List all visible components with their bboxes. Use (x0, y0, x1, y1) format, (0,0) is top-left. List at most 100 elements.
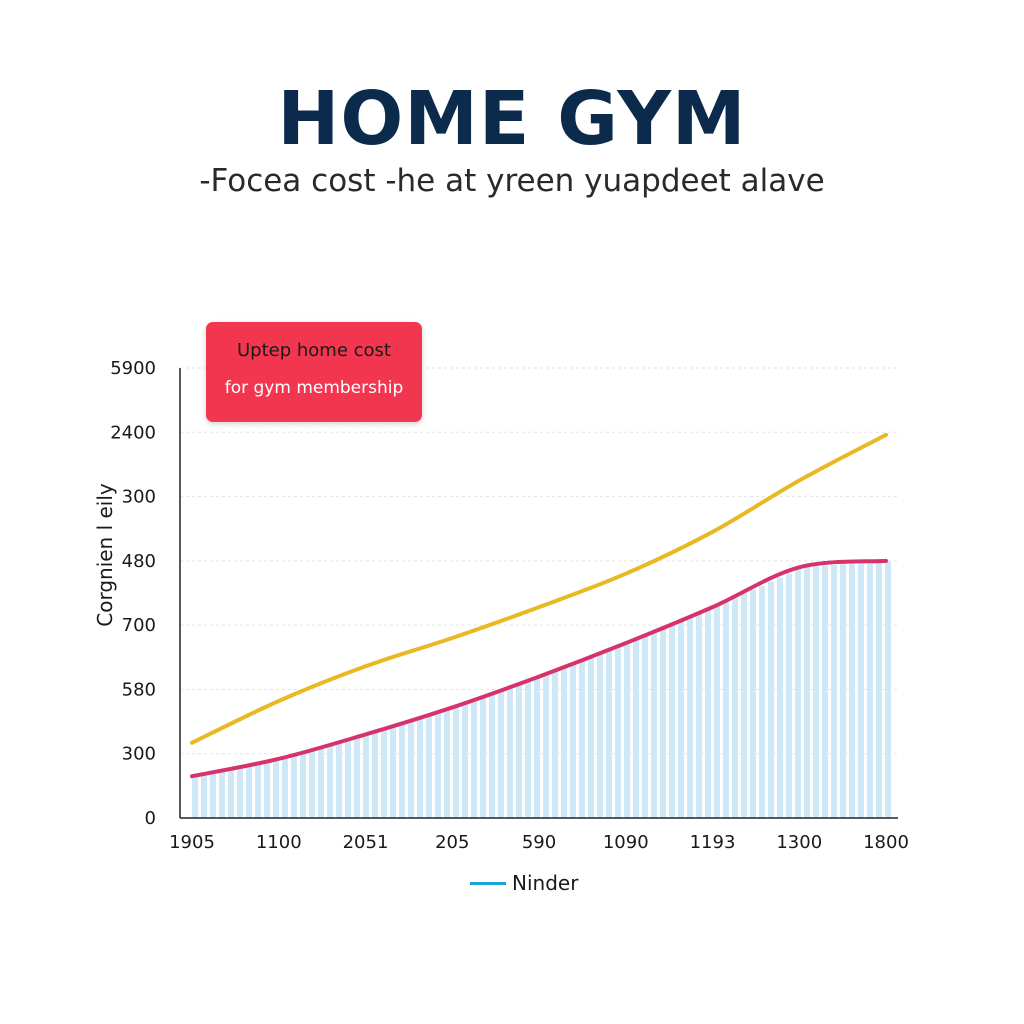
area-fill-stripe (588, 657, 594, 818)
area-fill-stripe (813, 566, 819, 818)
y-tick-label: 300 (122, 487, 156, 508)
area-fill-stripe (426, 715, 432, 818)
area-fill-stripe (741, 594, 747, 818)
area-fill-stripe (489, 694, 495, 818)
y-tick-label: 700 (122, 615, 156, 636)
area-fill-stripe (750, 589, 756, 818)
area-fill-stripe (732, 598, 738, 818)
area-fill-stripe (453, 707, 459, 818)
area-fill-stripe (417, 718, 423, 818)
area-fill-stripe (714, 606, 720, 818)
chart-title: HOME GYM (277, 76, 747, 162)
y-tick-label: 0 (145, 808, 156, 829)
area-fill-stripe (858, 562, 864, 818)
x-tick-label: 1800 (863, 832, 909, 853)
x-tick-label: 590 (522, 832, 556, 853)
area-fill-stripe (219, 770, 225, 818)
area-fill-stripe (408, 721, 414, 818)
axis-layer (179, 368, 898, 819)
area-fill-stripe (291, 755, 297, 818)
area-fill-layer (192, 560, 891, 818)
area-fill-stripe (498, 691, 504, 818)
y-tick-label: 300 (122, 744, 156, 765)
x-tick-label: 1100 (256, 832, 302, 853)
area-fill-stripe (237, 767, 243, 818)
area-fill-stripe (849, 563, 855, 818)
area-fill-stripe (381, 729, 387, 818)
lower-series-line (190, 558, 888, 779)
area-fill-stripe (480, 697, 486, 818)
callout-line-1: Uptep home cost (237, 340, 391, 361)
area-fill-stripe (462, 703, 468, 818)
y-tick-label: 480 (122, 551, 156, 572)
area-fill-stripe (471, 700, 477, 818)
x-tick-label: 1193 (690, 832, 736, 853)
legend: Ninder (470, 870, 578, 896)
area-fill-stripe (435, 712, 441, 818)
y-tick-label: 2400 (110, 422, 156, 443)
area-fill-stripe (822, 565, 828, 818)
area-fill-stripe (795, 569, 801, 818)
area-fill-stripe (264, 761, 270, 818)
area-fill-stripe (804, 566, 810, 818)
x-tick-labels: 1905 1100 2051 205 590 1090 1193 1300 1800 (169, 832, 909, 853)
area-fill-stripe (696, 613, 702, 818)
area-fill-stripe (246, 765, 252, 818)
area-fill-stripe (570, 664, 576, 818)
upper-series-line (190, 432, 888, 745)
legend-swatch (470, 881, 506, 885)
area-fill-stripe (336, 742, 342, 818)
area-fill-stripe (723, 602, 729, 818)
area-fill-stripe (579, 661, 585, 818)
area-fill-stripe (228, 769, 234, 818)
area-fill-stripe (516, 684, 522, 818)
x-tick-label: 1905 (169, 832, 215, 853)
area-fill-stripe (210, 772, 216, 818)
area-fill-stripe (786, 573, 792, 818)
area-fill-stripe (309, 750, 315, 818)
area-fill-stripe (327, 745, 333, 818)
area-fill-stripe (345, 740, 351, 818)
area-fill-stripe (192, 776, 198, 818)
area-fill-stripe (831, 564, 837, 818)
area-fill-stripe (273, 760, 279, 818)
area-fill-stripe (624, 643, 630, 818)
area-fill-stripe (642, 636, 648, 818)
area-fill-stripe (372, 732, 378, 818)
chart-subtitle: -Focea cost -he at yreen yuapdeet alave (199, 163, 825, 199)
area-fill-stripe (552, 671, 558, 818)
callout-box: Uptep home cost for gym membership (206, 322, 422, 422)
area-fill-stripe (399, 724, 405, 818)
area-fill-stripe (561, 668, 567, 818)
area-fill-stripe (669, 625, 675, 818)
y-tick-label: 5900 (110, 358, 156, 379)
area-fill-stripe (687, 617, 693, 818)
area-fill-stripe (876, 561, 882, 818)
legend-label: Ninder (512, 871, 579, 895)
area-fill-stripe (255, 763, 261, 818)
area-fill-stripe (201, 774, 207, 818)
area-fill-stripe (840, 564, 846, 818)
area-fill-stripe (777, 577, 783, 818)
x-tick-label: 1300 (776, 832, 822, 853)
callout-line-2: for gym membership (224, 378, 404, 398)
area-fill-stripe (615, 647, 621, 818)
area-fill-stripe (282, 757, 288, 818)
area-fill-stripe (660, 628, 666, 818)
area-fill-stripe (534, 678, 540, 818)
x-tick-label: 2051 (343, 832, 389, 853)
y-tick-label: 580 (122, 679, 156, 700)
area-fill-stripe (885, 560, 891, 818)
area-fill-stripe (363, 735, 369, 818)
x-tick-label: 205 (435, 832, 469, 853)
area-fill-stripe (705, 610, 711, 818)
area-fill-stripe (507, 687, 513, 818)
area-fill-stripe (759, 585, 765, 818)
y-axis-title: Corgnien l eily (93, 483, 117, 627)
area-fill-stripe (444, 709, 450, 818)
area-fill-stripe (390, 726, 396, 818)
area-fill-stripe (606, 650, 612, 818)
area-fill-stripe (633, 640, 639, 818)
